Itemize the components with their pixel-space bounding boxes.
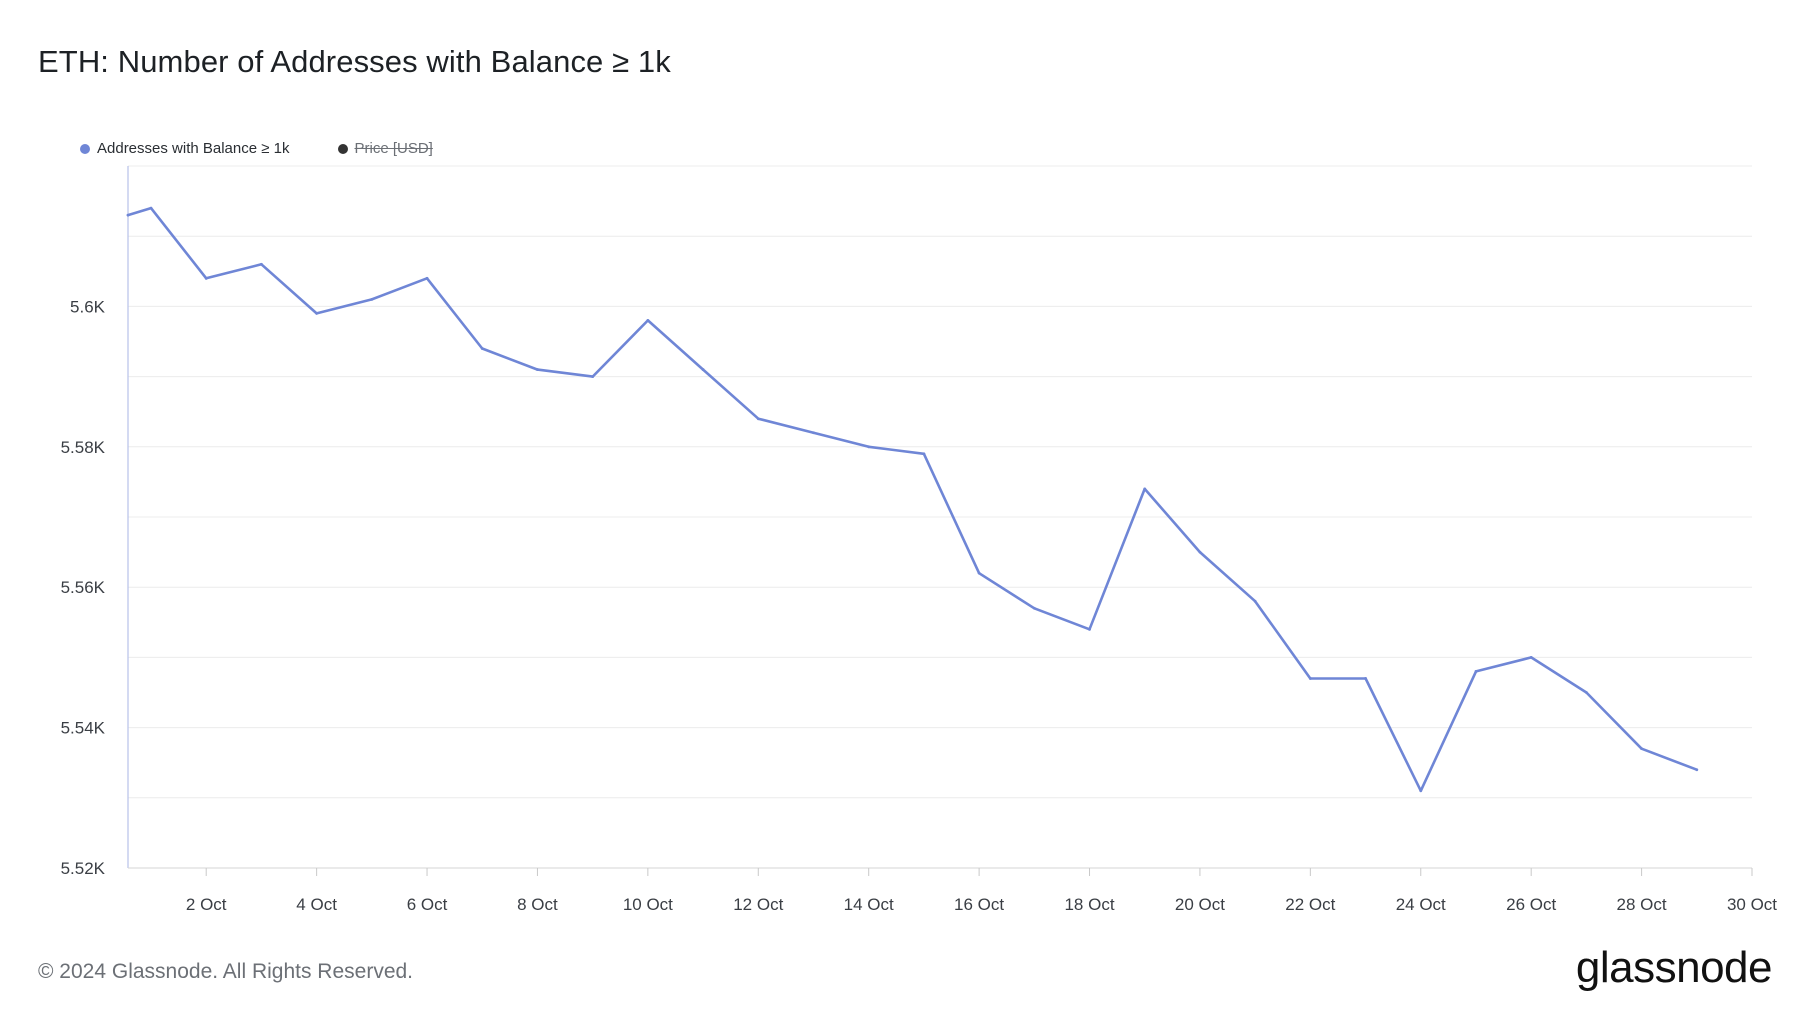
y-tick-label: 5.6K (70, 297, 106, 316)
y-tick-label: 5.52K (61, 859, 106, 878)
data-point (480, 347, 484, 350)
legend-item-price[interactable]: Price [USD] (337, 140, 433, 157)
x-tick-label: 2 Oct (186, 895, 227, 914)
x-tick-label: 4 Oct (296, 895, 337, 914)
x-tick-label: 28 Oct (1617, 895, 1667, 914)
glassnode-logo: glassnode (1575, 943, 1773, 992)
data-point (867, 445, 871, 449)
data-point (126, 213, 130, 217)
data-point (536, 368, 539, 371)
x-tick-label: 10 Oct (623, 895, 673, 914)
data-point (756, 417, 760, 421)
data-point (591, 375, 595, 378)
data-point (1474, 670, 1478, 673)
data-point (1584, 691, 1588, 694)
data-point (1695, 768, 1699, 772)
chart-plot: 5.52K 5.54K 5.56K 5.58K 5.6K 2 Oct 4 Oct 6 Oct 8… (61, 165, 1777, 914)
data-point (701, 368, 705, 371)
series-line-addresses (126, 206, 1699, 793)
data-point (1308, 677, 1312, 680)
copyright-text: © 2024 Glassnode. All Rights Reserved. (38, 960, 414, 983)
data-point (1088, 627, 1091, 631)
y-tick-label: 5.56K (61, 578, 106, 597)
legend-label-addresses: Addresses with Balance ≥ 1k (97, 140, 290, 157)
x-tick-label: 16 Oct (954, 895, 1004, 914)
data-point (370, 297, 374, 301)
chart-title: ETH: Number of Addresses with Balance ≥ … (38, 44, 671, 79)
x-tick-label: 6 Oct (407, 895, 448, 914)
x-tick-label: 26 Oct (1506, 895, 1556, 914)
data-point (1364, 677, 1367, 680)
data-point (646, 319, 650, 322)
data-point (922, 452, 926, 456)
data-point (425, 276, 429, 280)
x-tick-label: 8 Oct (517, 895, 558, 914)
y-tick-label: 5.54K (61, 719, 106, 738)
data-point (1253, 599, 1257, 603)
x-tick-label: 24 Oct (1396, 895, 1446, 914)
y-tick-label: 5.58K (61, 438, 106, 457)
x-tick-label: 20 Oct (1175, 895, 1225, 914)
data-point (1529, 656, 1533, 659)
data-point (1198, 550, 1202, 554)
data-point (1419, 789, 1423, 793)
x-tick-label: 14 Oct (844, 895, 894, 914)
data-point (315, 312, 319, 315)
legend-dot-addresses (80, 143, 90, 154)
x-tick-label: 22 Oct (1285, 895, 1335, 914)
legend-item-addresses[interactable]: Addresses with Balance ≥ 1k (80, 140, 290, 157)
data-point (1032, 606, 1036, 610)
x-tick-label: 18 Oct (1064, 895, 1114, 914)
legend-label-price: Price [USD] (354, 140, 433, 157)
data-point (812, 431, 815, 435)
data-point (1143, 487, 1147, 491)
x-tick-label: 30 Oct (1727, 895, 1777, 914)
legend: Addresses with Balance ≥ 1k Price [USD] (80, 140, 481, 157)
data-point (1640, 747, 1643, 751)
legend-dot-price (337, 143, 348, 154)
data-point (204, 276, 208, 280)
x-tick-label: 12 Oct (733, 895, 783, 914)
data-point (149, 206, 153, 210)
data-point (977, 571, 981, 575)
data-point (260, 262, 263, 266)
